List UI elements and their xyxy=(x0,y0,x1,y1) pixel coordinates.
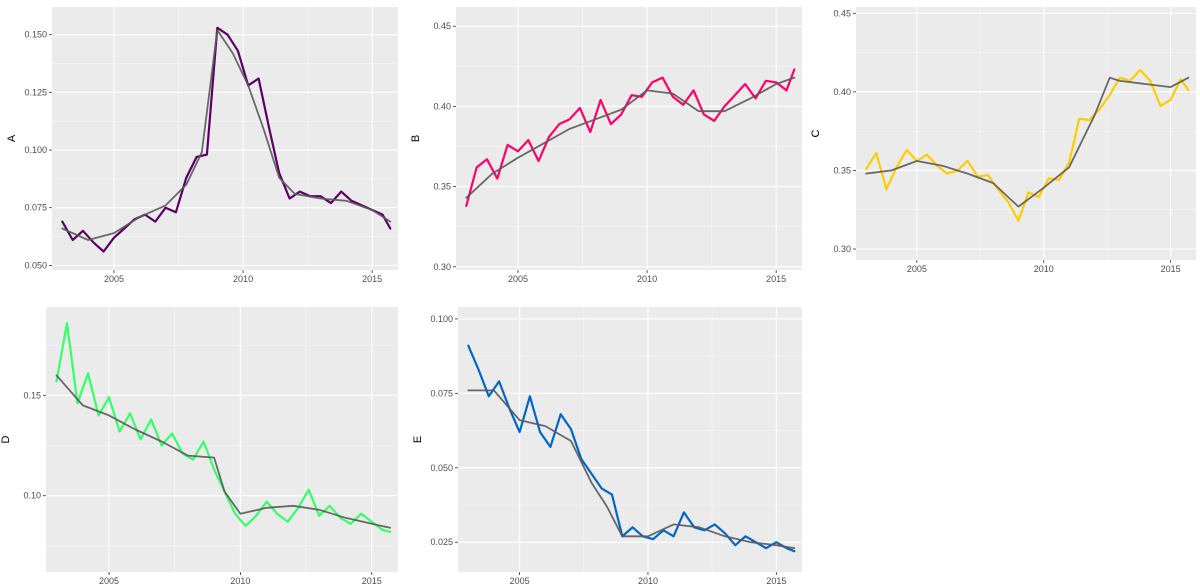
y-axis-label: D xyxy=(0,435,12,443)
x-tick-label: 2005 xyxy=(508,274,528,284)
x-tick-label: 2010 xyxy=(1034,264,1054,274)
series-line-raw xyxy=(864,68,1190,222)
x-tick-label: 2010 xyxy=(638,576,658,586)
y-tick-label: 0.150 xyxy=(24,30,47,40)
y-tick-label: 0.050 xyxy=(430,463,453,473)
x-tick-label: 2015 xyxy=(766,274,786,284)
series-line-raw xyxy=(61,26,392,253)
y-tick-label: 0.125 xyxy=(24,87,47,97)
y-axis-label: C xyxy=(810,129,822,137)
y-tick-label: 0.075 xyxy=(430,388,453,398)
plot-background xyxy=(458,307,802,572)
y-tick-label: 0.050 xyxy=(24,260,47,270)
x-tick-label: 2005 xyxy=(104,274,124,284)
plot-background xyxy=(52,7,398,270)
chart-panel-d: 2005 2010 2015 0.10 0.15 D xyxy=(0,307,398,586)
x-tick-label: 2010 xyxy=(637,274,657,284)
series-line-smooth xyxy=(465,76,796,199)
y-axis-label: E xyxy=(412,436,424,443)
y-tick-label: 0.30 xyxy=(433,262,451,272)
y-tick-label: 0.40 xyxy=(433,101,451,111)
y-tick-label: 0.45 xyxy=(833,8,851,18)
y-tick-label: 0.35 xyxy=(833,165,851,175)
y-tick-label: 0.45 xyxy=(433,21,451,31)
y-axis-label: B xyxy=(410,135,422,142)
chart-panel-b: 2005 2010 2015 0.30 0.35 0.40 0.45 B xyxy=(410,7,802,284)
series-line-smooth xyxy=(467,389,796,550)
chart-panel-e: 2005 2010 2015 0.025 0.050 0.075 0.100 E xyxy=(412,307,802,586)
series-line-smooth xyxy=(55,374,392,529)
plot-background xyxy=(456,7,802,270)
x-tick-label: 2005 xyxy=(907,264,927,274)
x-tick-label: 2015 xyxy=(362,274,382,284)
plot-background xyxy=(46,307,398,572)
plot-background xyxy=(856,7,1196,260)
series-line-smooth xyxy=(865,76,1190,208)
series-line-raw xyxy=(465,68,796,207)
x-tick-label: 2005 xyxy=(99,576,119,586)
y-tick-label: 0.10 xyxy=(23,491,41,501)
series-line-smooth xyxy=(61,29,392,241)
x-tick-label: 2010 xyxy=(233,274,253,284)
x-tick-label: 2015 xyxy=(1161,264,1181,274)
y-tick-label: 0.075 xyxy=(24,203,47,213)
x-tick-label: 2010 xyxy=(230,576,250,586)
y-tick-label: 0.100 xyxy=(430,314,453,324)
y-tick-label: 0.30 xyxy=(833,244,851,254)
y-tick-label: 0.15 xyxy=(23,390,41,400)
y-tick-label: 0.40 xyxy=(833,87,851,97)
chart-panel-c: 2005 2010 2015 0.30 0.35 0.40 0.45 C xyxy=(810,7,1196,274)
y-tick-label: 0.025 xyxy=(430,537,453,547)
y-tick-label: 0.35 xyxy=(433,182,451,192)
chart-panel-a: 2005 2010 2015 0.050 0.075 0.100 0.125 0.150 A xyxy=(6,7,398,284)
x-tick-label: 2015 xyxy=(362,576,382,586)
y-tick-label: 0.100 xyxy=(24,145,47,155)
x-tick-label: 2015 xyxy=(766,576,786,586)
x-tick-label: 2005 xyxy=(510,576,530,586)
y-axis-label: A xyxy=(6,134,18,142)
